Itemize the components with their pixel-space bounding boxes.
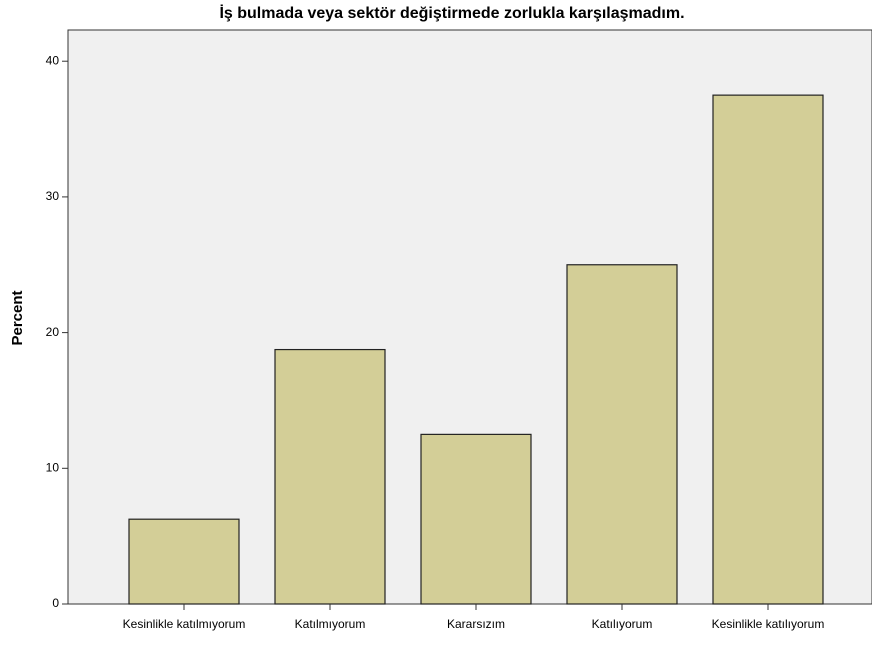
x-tick-label: Katılmıyorum [294,617,366,631]
y-tick-label: 30 [46,189,60,203]
bar [712,94,824,605]
x-tick-label: Kesinlikle katılıyorum [711,617,825,631]
x-tick-label: Kararsızım [446,617,505,631]
y-axis-label: Percent [9,290,26,345]
y-tick-label: 0 [52,596,59,610]
x-tick-label: Kesinlikle katılmıyorum [122,617,246,631]
y-tick-label: 20 [46,325,60,339]
bar [566,264,678,605]
y-tick-label: 10 [46,460,60,474]
chart-title: İş bulmada veya sektör değiştirmede zorl… [219,4,684,22]
bar [420,433,532,605]
y-tick-label: 40 [46,53,60,67]
x-tick-label: Katılıyorum [591,617,653,631]
bar [128,518,240,605]
bar [274,348,386,605]
